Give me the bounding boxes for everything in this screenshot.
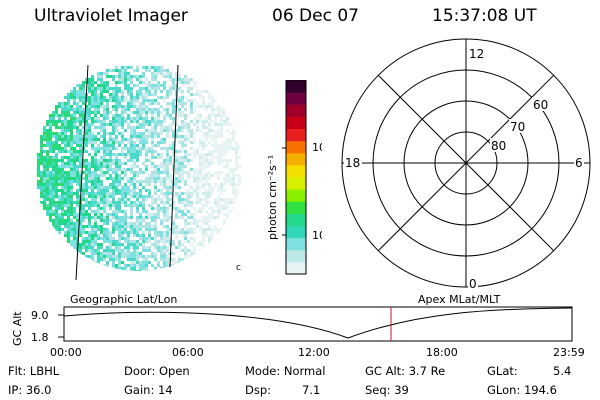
mlt-label-left: 18 [345, 156, 360, 170]
colorbar-cell [286, 152, 306, 166]
time-tick: 00:00 [50, 346, 82, 359]
mlt-label-bottom: 0 [469, 277, 477, 291]
colorbar-cell [286, 177, 306, 190]
door-info: Door: Open [124, 364, 190, 378]
gc-alt-info: GC Alt: 3.7 Re [365, 364, 446, 378]
imager-disk: c [37, 64, 242, 281]
mlt-label-right: 6 [575, 156, 583, 170]
colorbar-tick: 10 [312, 229, 322, 242]
alt-axis-label: GC Alt [11, 311, 24, 346]
altitude-curve [63, 307, 573, 339]
right-caption: Apex MLat/MLT [418, 293, 501, 306]
colorbar-cell [286, 189, 306, 202]
colorbar-cell [286, 213, 306, 227]
glon-info: GLon: 194.6 [487, 383, 557, 397]
seq-info: Seq: 39 [365, 383, 409, 397]
glat-value: 5.4 [553, 364, 572, 378]
colorbar-tick: 100 [312, 141, 322, 154]
colorbar-cell [286, 80, 306, 93]
filter-info: Flt: LBHL [8, 364, 60, 378]
colorbar-cell [286, 237, 306, 251]
glat-label: GLat: [487, 364, 518, 378]
lat-label: 60 [533, 98, 548, 112]
colorbar-cell [286, 92, 306, 105]
limb-mark: c [236, 263, 241, 273]
dsp-value: 7.1 [302, 383, 321, 397]
polar-grid: 12 0 18 6 80 70 60 [341, 38, 591, 291]
time-tick: 18:00 [426, 346, 458, 359]
colorbar-cell [286, 201, 306, 214]
time-tick: 12:00 [298, 346, 330, 359]
alt-tick: 9.0 [31, 309, 49, 322]
date-label: 06 Dec 07 [272, 6, 359, 26]
left-caption: Geographic Lat/Lon [70, 293, 177, 306]
colorbar-cell [286, 116, 306, 130]
ip-info: IP: 36.0 [8, 383, 52, 397]
lat-label: 80 [491, 139, 506, 153]
title: Ultraviolet Imager [34, 6, 188, 26]
meridian-line [75, 64, 89, 281]
colorbar-cell [286, 249, 306, 263]
colorbar-cell [286, 128, 306, 142]
time-tick: 06:00 [172, 346, 204, 359]
alt-tick: 1.8 [31, 331, 49, 344]
time-label: 15:37:08 UT [432, 6, 537, 26]
mlt-label-top: 12 [469, 47, 484, 61]
gain-info: Gain: 14 [124, 383, 173, 397]
meridian-line [169, 64, 179, 268]
time-tick: 23:59 [553, 346, 585, 359]
mode-info: Mode: Normal [245, 364, 326, 378]
lat-label: 70 [510, 120, 525, 134]
colorbar-cell [286, 104, 306, 117]
colorbar-cell [286, 164, 306, 178]
color-bar: 100 10 photon cm⁻²s⁻¹ [266, 80, 322, 275]
colorbar-cell [286, 140, 306, 154]
altitude-panel: Geographic Lat/Lon Apex MLat/MLT 9.0 1.8… [11, 293, 585, 359]
disk-pixels [37, 66, 242, 271]
colorbar-unit-label: photon cm⁻²s⁻¹ [266, 155, 279, 240]
colorbar-cell [286, 225, 306, 239]
colorbar-cell [286, 261, 306, 275]
dsp-label: Dsp: [245, 383, 272, 397]
